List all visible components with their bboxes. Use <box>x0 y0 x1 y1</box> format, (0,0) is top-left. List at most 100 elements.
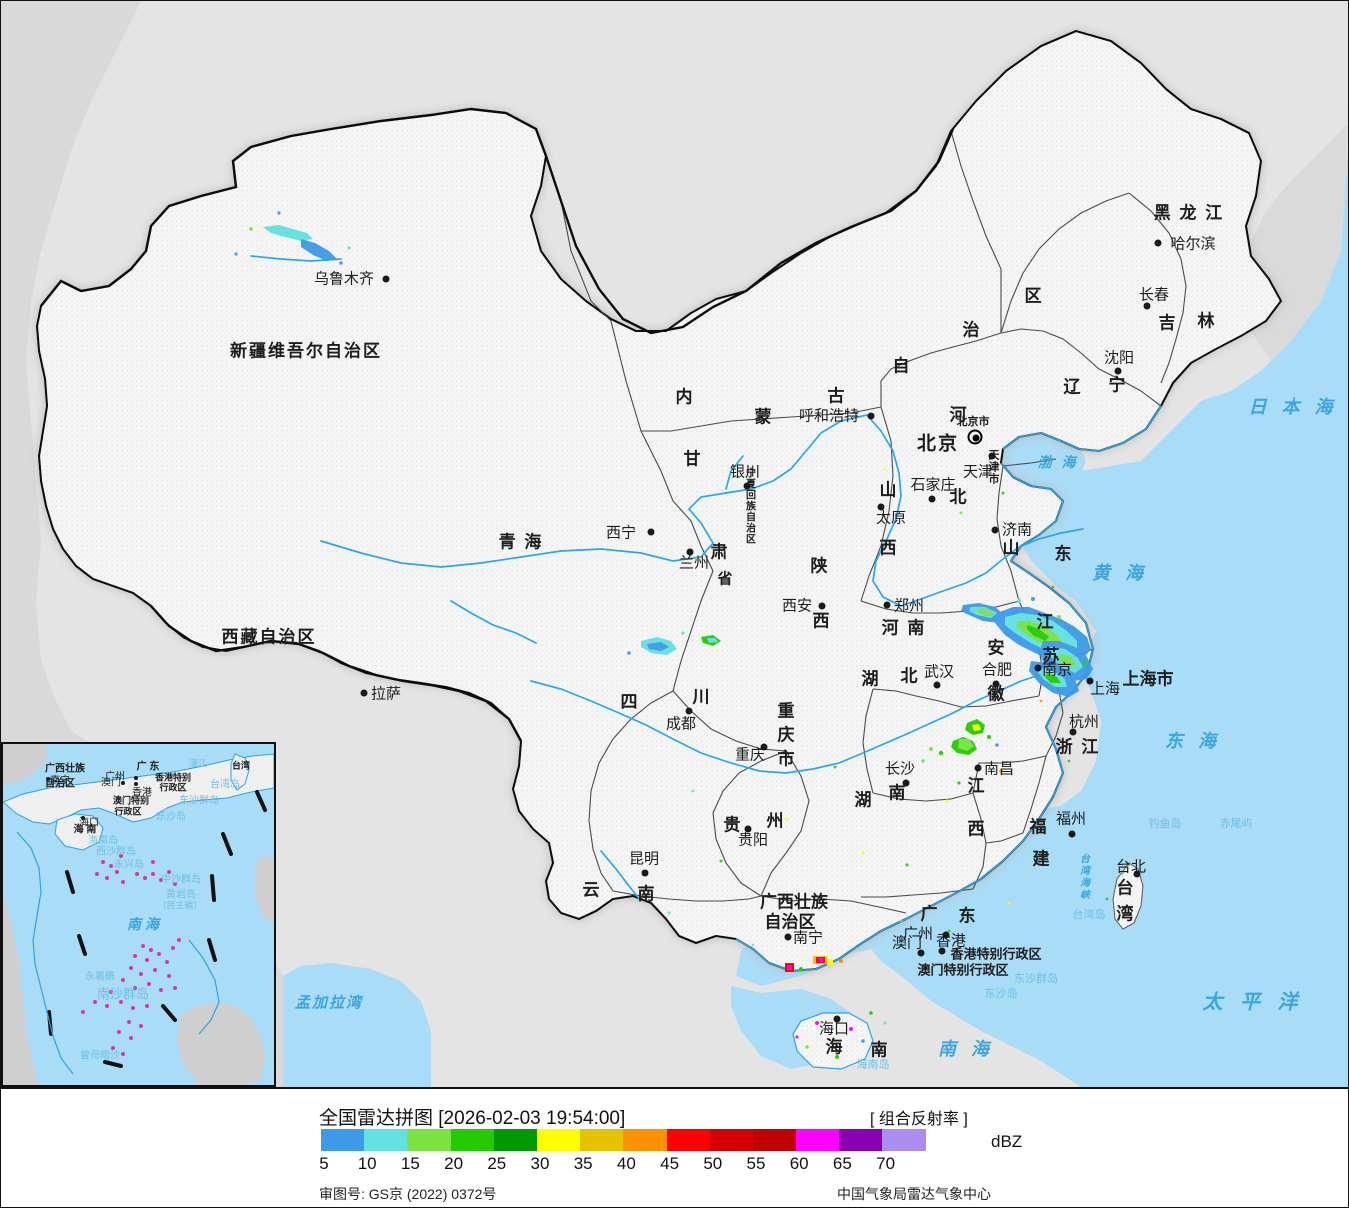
colorbar-tick-50: 50 <box>703 1154 723 1173</box>
colorbar-segment-55[interactable] <box>752 1129 797 1151</box>
inset-island-label: 曾母暗沙 <box>80 1050 120 1062</box>
city-label[interactable]: 福州 <box>1055 810 1087 828</box>
city-label[interactable]: 北京 <box>916 433 960 455</box>
inset-province-label: 香港特别 <box>154 772 192 783</box>
colorbar-segment-65[interactable] <box>839 1129 883 1151</box>
city-dot-icon <box>974 764 982 772</box>
colorbar-segment-15[interactable] <box>407 1129 451 1151</box>
province-label: 河 南 <box>881 618 927 638</box>
city-label[interactable]: 沈阳 <box>1103 349 1135 367</box>
city-label[interactable]: 重庆 <box>734 746 766 764</box>
city-dot-icon <box>647 528 655 536</box>
city-label[interactable]: 海口 <box>818 1020 850 1038</box>
city-label[interactable]: 南京 <box>1041 661 1073 679</box>
province-label: 湖 <box>854 790 872 810</box>
island-label: 东沙岛 <box>984 988 1018 1000</box>
city-label[interactable]: 兰州 <box>678 554 710 572</box>
reflectivity-colorbar[interactable] <box>321 1129 926 1151</box>
inset-province-label: 广 东 <box>136 761 160 773</box>
city-label[interactable]: 乌鲁木齐 <box>313 270 375 288</box>
colorbar-segment-60[interactable] <box>796 1129 840 1151</box>
city-label[interactable]: 拉萨 <box>370 685 402 703</box>
colorbar-segment-25[interactable] <box>493 1129 537 1151</box>
colorbar-segment-70[interactable] <box>882 1129 926 1151</box>
city-label[interactable]: 台北 <box>1115 858 1147 876</box>
map-approval-number: 审图号: GS京 (2022) 0372号 <box>319 1186 497 1202</box>
city-label[interactable]: 南宁 <box>792 929 824 947</box>
city-label[interactable]: 昆明 <box>628 850 660 868</box>
city-label[interactable]: 西安 <box>781 597 813 615</box>
sea-label: 日 本 海 <box>1248 397 1338 417</box>
colorbar-ticks: 5 10 15 20 25 30 35 40 45 50 55 60 65 70 <box>319 1154 1021 1174</box>
city-label[interactable]: 长沙 <box>884 760 916 778</box>
city-label[interactable]: 上海 <box>1089 680 1121 698</box>
city-dot-icon <box>867 412 875 420</box>
city-dot-icon <box>382 275 390 283</box>
city-label[interactable]: 济南 <box>1001 521 1033 539</box>
rivers-layer <box>250 255 1087 902</box>
inset-city-dot-icon <box>81 816 85 820</box>
city-label[interactable]: 合肥 <box>981 661 1013 679</box>
sea-label: 黄 海 <box>1091 563 1149 583</box>
colorbar-tick-60: 60 <box>789 1154 809 1173</box>
city-label[interactable]: 广州 <box>902 925 934 943</box>
capital-marker-icon <box>967 429 985 447</box>
province-label: 上海市 <box>1122 669 1174 689</box>
province-label: 浙 江 <box>1055 737 1101 757</box>
city-label[interactable]: 澳门 <box>891 934 923 952</box>
city-label[interactable]: 呼和浩特 <box>798 407 860 425</box>
city-label[interactable]: 石家庄 <box>910 476 956 494</box>
inset-island-label: 海南岛 <box>88 835 118 847</box>
colorbar-segment-35[interactable] <box>580 1129 624 1151</box>
colorbar-segment-5[interactable] <box>321 1129 365 1151</box>
colorbar-segment-10[interactable] <box>364 1129 408 1151</box>
colorbar-tick-30: 30 <box>530 1154 550 1173</box>
province-label: 安 <box>987 638 1005 658</box>
province-label: 南 <box>888 783 906 803</box>
legend-product-label: [ 组合反射率 ] <box>870 1111 968 1128</box>
inset-island-label: 南 海 <box>127 916 159 932</box>
province-label: 山 <box>1002 538 1020 558</box>
inset-city-label: 澳门 <box>101 777 121 789</box>
colorbar-segment-50[interactable] <box>709 1129 753 1151</box>
province-label: 吉 <box>1158 313 1176 333</box>
inset-city-label: 南宁 <box>50 775 70 787</box>
city-label[interactable]: 武汉 <box>923 663 955 681</box>
province-label: 徽 <box>987 684 1005 704</box>
issuing-agency: 中国气象局雷达气象中心 <box>837 1186 991 1202</box>
city-label[interactable]: 杭州 <box>1068 713 1100 731</box>
map-panel[interactable]: 日 本 海 黄 海 东 海 渤 海 太 平 洋 南 海 孟加拉湾 台湾海峡 钓鱼… <box>1 1 1348 1087</box>
south-china-sea-inset[interactable]: 广西壮族 自治区 广 东香港特别 行政区 澳门特别 行政区海 南 台湾南 海 东沙群岛 东沙岛 台… <box>1 742 276 1087</box>
city-label[interactable]: 贵阳 <box>737 831 769 849</box>
province-label: 省 <box>717 570 733 588</box>
colorbar-segment-30[interactable] <box>536 1129 581 1151</box>
city-label[interactable]: 天津 <box>962 463 994 481</box>
city-dot-icon <box>992 680 1000 688</box>
city-dot-icon <box>818 602 826 610</box>
city-label[interactable]: 西宁 <box>605 524 637 542</box>
reef-symbols <box>81 854 181 1056</box>
province-label: 蒙 <box>754 407 772 427</box>
city-label[interactable]: 南昌 <box>983 760 1015 778</box>
city-label[interactable]: 长春 <box>1138 286 1170 304</box>
province-label: 川 <box>692 687 710 707</box>
colorbar-tick-45: 45 <box>660 1154 680 1173</box>
province-label: 市 <box>777 749 795 769</box>
inset-city-label: 香港 <box>132 787 152 799</box>
city-label[interactable]: 银川 <box>729 463 761 481</box>
city-dot-icon <box>938 947 946 955</box>
colorbar-segment-20[interactable] <box>450 1129 494 1151</box>
city-dot-icon <box>1114 367 1122 375</box>
city-label[interactable]: 哈尔滨 <box>1170 235 1216 253</box>
colorbar-segment-45[interactable] <box>666 1129 710 1151</box>
province-label: 肃 <box>710 542 728 562</box>
sea-label: 孟加拉湾 <box>294 994 364 1012</box>
city-dot-icon <box>833 1015 841 1023</box>
city-label[interactable]: 太原 <box>875 509 907 527</box>
colorbar-segment-40[interactable] <box>623 1129 667 1151</box>
city-label[interactable]: 郑州 <box>893 597 925 615</box>
province-label: 南 <box>870 1040 888 1060</box>
city-label[interactable]: 香港 <box>935 932 967 950</box>
city-label[interactable]: 成都 <box>665 715 697 733</box>
